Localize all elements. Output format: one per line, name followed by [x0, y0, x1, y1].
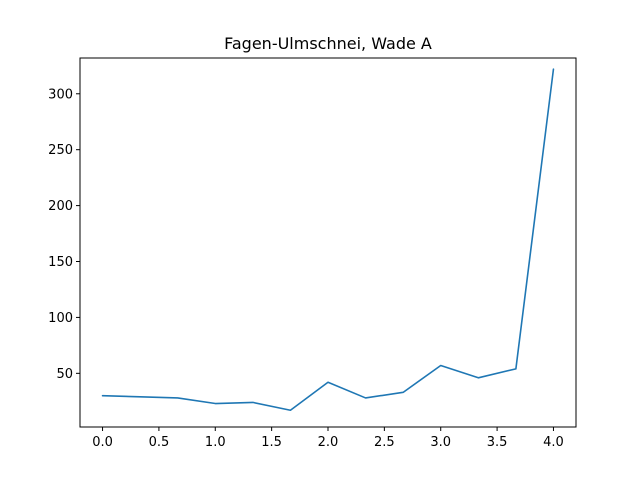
x-tick-label: 1.5 — [261, 435, 282, 450]
data-point — [214, 402, 217, 405]
data-point — [477, 376, 480, 379]
data-point — [514, 367, 517, 370]
y-tick-label: 200 — [48, 199, 73, 214]
y-axis: 50 100 150 200 250 300 — [48, 87, 80, 382]
x-axis: 0.0 0.5 1.0 1.5 2.0 2.5 3.0 3.5 4.0 — [92, 427, 564, 450]
x-tick-label: 3.0 — [430, 435, 451, 450]
x-tick-label: 2.0 — [318, 435, 339, 450]
y-tick-label: 150 — [48, 255, 73, 270]
x-tick-label: 0.5 — [149, 435, 170, 450]
x-tick-label: 3.5 — [487, 435, 508, 450]
y-tick-label: 250 — [48, 143, 73, 158]
data-point — [439, 364, 442, 367]
y-tick-label: 100 — [48, 311, 73, 326]
data-point — [289, 409, 292, 412]
data-point — [101, 394, 104, 397]
series-line — [101, 68, 555, 412]
data-point — [364, 396, 367, 399]
x-tick-label: 0.0 — [92, 435, 113, 450]
data-point — [552, 68, 555, 71]
x-tick-label: 4.0 — [543, 435, 564, 450]
data-point — [402, 391, 405, 394]
x-tick-label: 1.0 — [205, 435, 226, 450]
data-point — [251, 401, 254, 404]
chart-title: Fagen-Ulmschnei, Wade A — [224, 34, 432, 53]
plot-area — [101, 68, 555, 412]
x-tick-label: 2.5 — [374, 435, 395, 450]
y-tick-label: 300 — [48, 87, 73, 102]
data-point — [176, 396, 179, 399]
data-point — [327, 381, 330, 384]
data-point — [139, 395, 142, 398]
y-tick-label: 50 — [56, 367, 73, 382]
